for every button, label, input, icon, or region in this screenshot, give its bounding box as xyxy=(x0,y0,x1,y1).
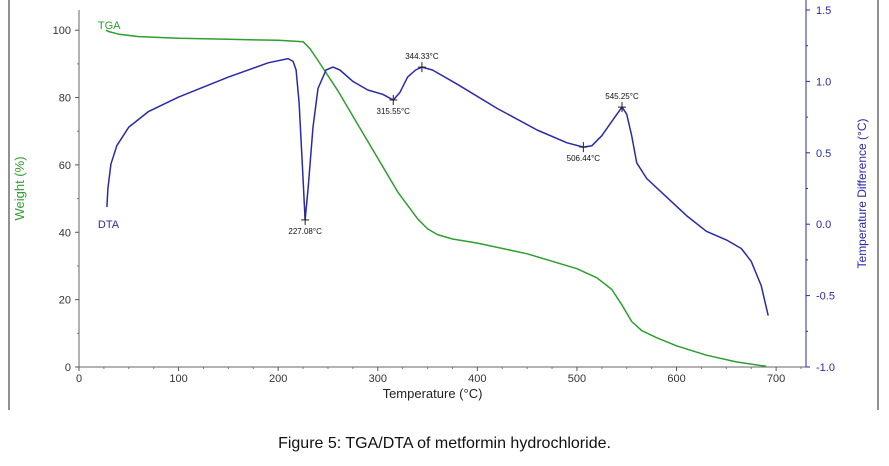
y-right-tick-label: 1.5 xyxy=(816,5,831,17)
y-right-tick-label: 1.0 xyxy=(816,76,831,88)
figure-caption: Figure 5: TGA/DTA of metformin hydrochlo… xyxy=(278,435,611,452)
x-tick-label: 200 xyxy=(269,373,287,385)
x-tick-label: 100 xyxy=(169,373,187,385)
tga-dta-chart: 0 100 200 300 400 500 600 700 0 20 40 60 80 100 -1.0 -0… xyxy=(8,0,879,410)
y-left-tick-label: 40 xyxy=(59,227,71,239)
dta-series-label: DTA xyxy=(98,219,120,231)
y-right-tick-label: -1.0 xyxy=(816,362,835,374)
x-tick-label: 300 xyxy=(369,373,387,385)
x-axis-title: Temperature (°C) xyxy=(383,386,483,401)
y-left-tick-label: 60 xyxy=(59,160,71,172)
y-left-tick-label: 20 xyxy=(59,295,71,307)
y-right-axis-title: Temperature Difference (°C) xyxy=(855,119,869,269)
x-tick-label: 0 xyxy=(76,373,82,385)
peak-annotation: 315.55°C xyxy=(377,107,411,116)
peak-annotation: 227.08°C xyxy=(288,227,322,236)
y-right-tick-label: -0.5 xyxy=(816,291,835,303)
y-left-tick-label: 80 xyxy=(59,93,71,105)
peak-annotation: 506.44°C xyxy=(567,154,601,163)
x-tick-label: 700 xyxy=(767,373,785,385)
peak-annotation: 545.25°C xyxy=(605,92,639,101)
x-tick-label: 600 xyxy=(667,373,685,385)
x-tick-label: 500 xyxy=(568,373,586,385)
y-right-tick-label: 0.0 xyxy=(816,219,831,231)
y-left-tick-label: 0 xyxy=(65,362,71,374)
y-left-tick-label: 100 xyxy=(53,25,71,37)
tga-series-label: TGA xyxy=(98,20,121,32)
y-left-axis-title: Weight (%) xyxy=(12,156,27,220)
x-tick-label: 400 xyxy=(468,373,486,385)
y-right-tick-label: 0.5 xyxy=(816,148,831,160)
tga-curve xyxy=(105,29,767,368)
peak-annotation: 344.33°C xyxy=(405,52,439,61)
dta-curve xyxy=(106,57,769,316)
